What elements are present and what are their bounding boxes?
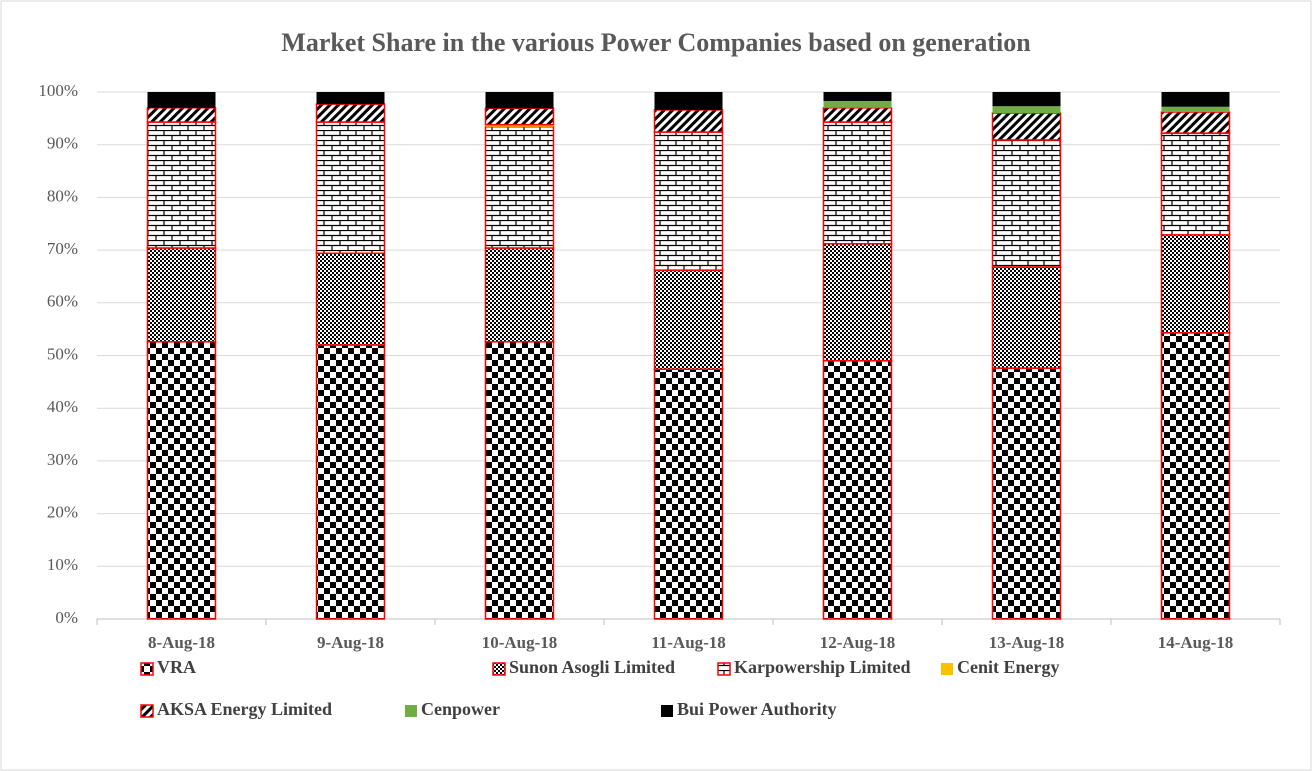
bar-segment xyxy=(315,103,386,123)
x-tick-label: 14-Aug-18 xyxy=(1158,633,1234,652)
bar-segment xyxy=(822,360,893,620)
bar-segment xyxy=(1161,106,1230,113)
y-tick-label: 80% xyxy=(47,186,78,205)
legend-label: Cenit Energy xyxy=(957,657,1060,677)
y-tick-label: 100% xyxy=(38,81,78,100)
bar-segment xyxy=(654,92,723,110)
x-tick-label: 10-Aug-18 xyxy=(482,633,558,652)
legend-label: Karpowership Limited xyxy=(734,657,911,677)
bar-segment xyxy=(653,109,724,133)
legend-label: Bui Power Authority xyxy=(677,699,837,719)
x-tick-label: 9-Aug-18 xyxy=(317,633,384,652)
bar-segment xyxy=(1161,92,1230,107)
bar-segment xyxy=(822,107,893,123)
bar-segment xyxy=(146,247,217,343)
y-tick-label: 40% xyxy=(47,397,78,416)
legend-swatch xyxy=(717,662,731,676)
legend-swatch xyxy=(140,662,154,676)
bar-segment xyxy=(991,367,1062,620)
bar-segment xyxy=(315,252,386,346)
bar-segment xyxy=(822,121,893,245)
y-tick-label: 50% xyxy=(47,344,78,363)
bar-segment xyxy=(822,243,893,362)
bar-segment xyxy=(1160,234,1231,334)
y-tick-label: 90% xyxy=(47,134,78,153)
legend-swatch xyxy=(405,705,417,717)
y-tick-label: 0% xyxy=(55,608,78,627)
bar-segment xyxy=(823,100,892,108)
legend-swatch xyxy=(492,662,506,676)
bar-segment xyxy=(316,92,385,105)
bar-segment xyxy=(484,247,555,343)
chart-title: Market Share in the various Power Compan… xyxy=(281,28,1031,57)
bar-segment xyxy=(991,266,1062,369)
bar-segment xyxy=(146,341,217,620)
legend-swatch xyxy=(661,705,673,717)
x-tick-label: 12-Aug-18 xyxy=(820,633,896,652)
legend-swatch xyxy=(140,704,154,718)
x-tick-label: 11-Aug-18 xyxy=(651,633,726,652)
bar-segment xyxy=(1160,332,1231,620)
y-tick-label: 30% xyxy=(47,450,78,469)
y-tick-label: 70% xyxy=(47,239,78,258)
bar-segment xyxy=(653,269,724,370)
bar-segment xyxy=(484,341,555,620)
bar-segment xyxy=(484,126,555,249)
x-tick-label: 13-Aug-18 xyxy=(989,633,1065,652)
legend-label: Cenpower xyxy=(421,699,500,719)
x-tick-label: 8-Aug-18 xyxy=(148,633,215,652)
bar-segment xyxy=(1160,111,1231,134)
bar-segment xyxy=(484,107,555,126)
bar-segment xyxy=(653,368,724,620)
legend-swatch xyxy=(941,663,953,675)
bar-segment xyxy=(823,92,892,101)
bar-segment xyxy=(485,92,554,109)
bar-segment xyxy=(991,139,1062,268)
legend-label: AKSA Energy Limited xyxy=(157,699,332,719)
bar-segment xyxy=(992,106,1061,114)
bar-segment xyxy=(1160,132,1231,236)
bar-segment xyxy=(146,107,217,123)
bar-segment xyxy=(315,344,386,620)
bar-segment xyxy=(991,112,1062,141)
bar-segment xyxy=(147,92,216,108)
bar-segment xyxy=(992,92,1061,107)
bar-segment xyxy=(146,121,217,249)
legend-label: VRA xyxy=(157,657,196,677)
bar-segment xyxy=(485,124,554,127)
y-tick-label: 20% xyxy=(47,503,78,522)
legend-label: Sunon Asogli Limited xyxy=(509,657,675,677)
bar-segment xyxy=(315,121,386,255)
y-tick-label: 60% xyxy=(47,292,78,311)
bar-segment xyxy=(653,131,724,271)
y-tick-label: 10% xyxy=(47,555,78,574)
